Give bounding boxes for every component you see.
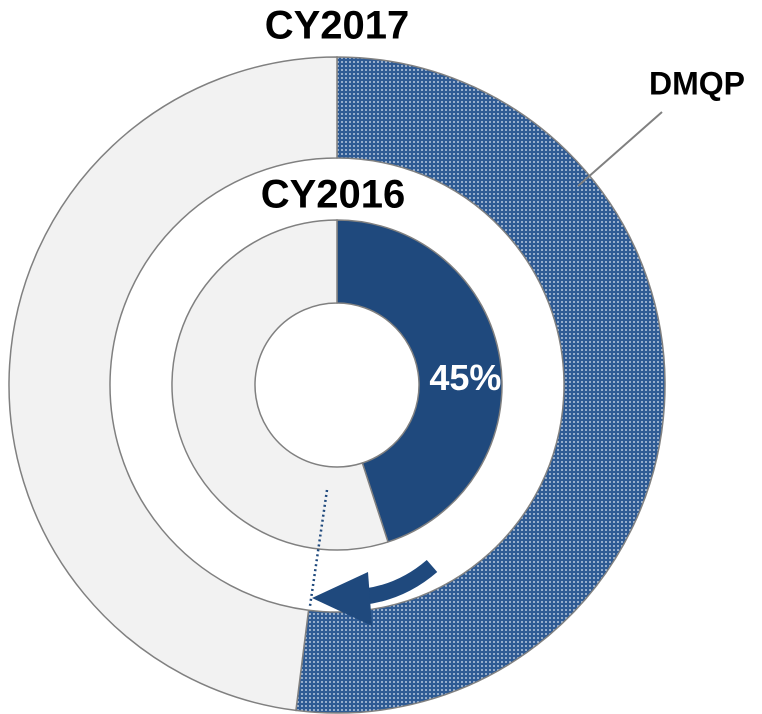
donut-segment [171, 219, 389, 551]
donut-segment [8, 56, 338, 712]
donut-segment [336, 219, 503, 543]
rings [8, 56, 666, 714]
growth-arrowhead [312, 572, 372, 626]
ring-title: CY2016 [261, 173, 406, 217]
ring-title: CY2017 [265, 4, 410, 48]
category-label: DMQP [649, 65, 745, 101]
leader-line [577, 111, 663, 187]
value-label: 45% [429, 357, 501, 398]
donut-segment [295, 56, 666, 714]
